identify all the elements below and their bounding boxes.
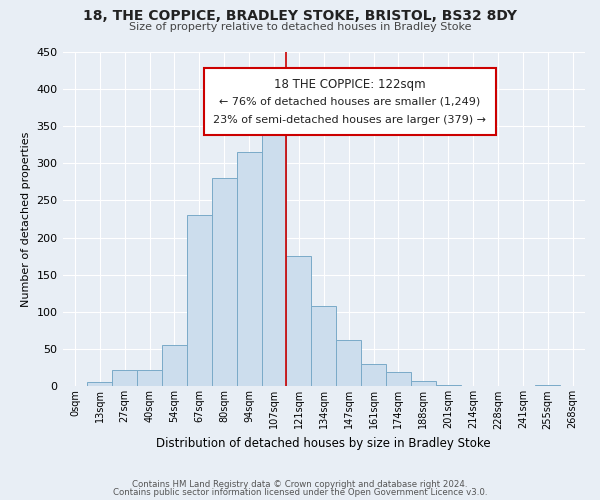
Bar [286, 256, 311, 386]
Bar [162, 346, 187, 387]
Text: Size of property relative to detached houses in Bradley Stoke: Size of property relative to detached ho… [129, 22, 471, 32]
Bar [386, 372, 411, 386]
FancyBboxPatch shape [203, 68, 496, 135]
Bar [236, 152, 262, 386]
Text: 23% of semi-detached houses are larger (379) →: 23% of semi-detached houses are larger (… [214, 115, 487, 125]
Bar [336, 340, 361, 386]
Bar [187, 215, 212, 386]
Bar [411, 381, 436, 386]
Text: Contains public sector information licensed under the Open Government Licence v3: Contains public sector information licen… [113, 488, 487, 497]
Bar [112, 370, 137, 386]
Bar [88, 382, 112, 386]
Text: ← 76% of detached houses are smaller (1,249): ← 76% of detached houses are smaller (1,… [219, 96, 481, 106]
Bar [436, 385, 461, 386]
Bar [137, 370, 162, 386]
Text: 18 THE COPPICE: 122sqm: 18 THE COPPICE: 122sqm [274, 78, 426, 92]
Text: 18, THE COPPICE, BRADLEY STOKE, BRISTOL, BS32 8DY: 18, THE COPPICE, BRADLEY STOKE, BRISTOL,… [83, 9, 517, 23]
Bar [361, 364, 386, 386]
X-axis label: Distribution of detached houses by size in Bradley Stoke: Distribution of detached houses by size … [157, 437, 491, 450]
Bar [535, 385, 560, 386]
Y-axis label: Number of detached properties: Number of detached properties [21, 132, 31, 306]
Bar [212, 178, 236, 386]
Text: Contains HM Land Registry data © Crown copyright and database right 2024.: Contains HM Land Registry data © Crown c… [132, 480, 468, 489]
Bar [311, 306, 336, 386]
Bar [262, 131, 286, 386]
